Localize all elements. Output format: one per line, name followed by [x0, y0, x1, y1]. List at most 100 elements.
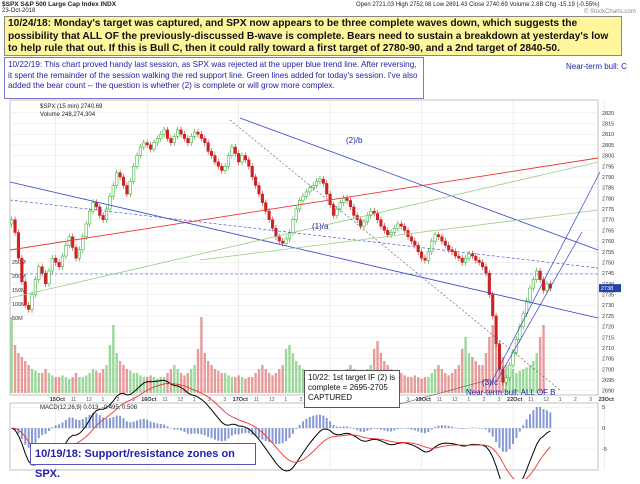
macd-histogram-bar: [369, 428, 372, 430]
candle-body: [474, 255, 478, 261]
candle-body: [335, 208, 339, 216]
main-annotation: 10/24/18: Monday's target was captured, …: [4, 16, 622, 56]
macd-histogram-bar: [71, 417, 74, 429]
volume-bar: [206, 361, 210, 393]
y-tick-label: 2750: [602, 260, 614, 266]
macd-histogram-bar: [298, 424, 301, 429]
candle-body: [399, 223, 403, 227]
macd-histogram-bar: [447, 426, 450, 429]
candle-body: [149, 144, 153, 150]
near-term-b-label: Near-term bull: ALL OF B: [466, 388, 556, 397]
macd-histogram-bar: [468, 427, 471, 429]
volume-bar: [437, 365, 440, 393]
volume-bar: [450, 373, 454, 393]
macd-histogram-bar: [129, 422, 132, 429]
date-label: 23Oct: [599, 397, 614, 403]
volume-bar: [403, 375, 406, 393]
macd-histogram-bar: [213, 428, 216, 440]
candle-body: [240, 155, 244, 163]
candle-body: [420, 251, 424, 259]
macd-histogram-bar: [342, 426, 345, 429]
candle-body: [98, 206, 102, 216]
macd-histogram-bar: [386, 428, 389, 432]
candle-body: [315, 180, 319, 186]
macd-histogram-bar: [186, 428, 189, 434]
y-tick-label: 2725: [602, 314, 614, 320]
macd-histogram-bar: [413, 428, 416, 431]
candle-body: [294, 208, 298, 220]
volume-bar: [511, 369, 515, 393]
macd-tick-label: 0: [602, 426, 605, 432]
macd-histogram-bar: [535, 407, 538, 429]
candle-body: [176, 129, 180, 137]
candle-body: [84, 223, 88, 238]
candle-body: [77, 249, 81, 259]
volume-bar: [142, 377, 146, 393]
macd-histogram-bar: [362, 428, 365, 432]
volume-bar: [162, 377, 166, 393]
candle-body: [264, 202, 268, 212]
volume-bar: [467, 353, 471, 393]
macd-histogram-bar: [51, 427, 54, 429]
volume-bar: [298, 365, 301, 393]
hour-label: 2: [208, 397, 211, 403]
volume-bar: [376, 341, 379, 393]
zones-annotation: 10/19/18: Support/resistance zones on SP…: [30, 443, 256, 480]
hour-label: 2: [300, 397, 303, 403]
candle-body: [135, 155, 139, 167]
candle-body: [91, 202, 95, 212]
volume-bar: [10, 317, 13, 393]
candle-body: [152, 142, 156, 150]
macd-histogram-bar: [291, 428, 294, 434]
volume-bar: [108, 345, 112, 393]
macd-histogram-bar: [332, 425, 335, 429]
candle-body: [121, 176, 126, 186]
candle-body: [216, 161, 220, 167]
macd-histogram-bar: [491, 428, 494, 437]
volume-bar: [410, 377, 413, 393]
candle-body: [254, 176, 258, 186]
candle-body: [389, 232, 393, 235]
macd-histogram-bar: [312, 415, 315, 429]
macd-histogram-bar: [190, 428, 193, 434]
candle-body: [125, 185, 129, 195]
volume-bar: [251, 377, 254, 393]
macd-histogram-bar: [237, 428, 240, 435]
macd-histogram-bar: [64, 419, 67, 429]
volume-bar: [227, 375, 230, 393]
volume-tick-label: 250M: [12, 260, 26, 266]
candle-body: [213, 155, 217, 163]
candle-body: [359, 219, 363, 227]
macd-histogram-bar: [247, 428, 250, 434]
candle-body: [115, 172, 119, 186]
candle-body: [535, 270, 539, 280]
date-label: 22Oct: [507, 397, 522, 403]
macd-histogram-bar: [203, 428, 206, 436]
y-tick-label: 2710: [602, 346, 614, 352]
volume-bar: [528, 365, 532, 393]
macd-histogram-bar: [166, 426, 169, 429]
candle-body: [182, 133, 187, 139]
macd-histogram-bar: [308, 416, 311, 429]
volume-bar: [295, 361, 298, 393]
macd-histogram-bar: [112, 417, 115, 429]
macd-histogram-bar: [488, 428, 491, 433]
volume-bar: [430, 373, 433, 393]
macd-histogram-bar: [261, 428, 264, 440]
candle-body: [267, 210, 271, 220]
candle-body: [396, 223, 400, 229]
volume-bar: [254, 373, 257, 393]
macd-histogram-bar: [451, 426, 454, 429]
volume-bar: [278, 369, 281, 393]
volume-bar: [274, 373, 278, 393]
macd-histogram-bar: [102, 417, 105, 429]
macd-histogram-bar: [427, 428, 430, 433]
volume-bar: [37, 373, 40, 393]
candle-body: [40, 266, 44, 274]
candle-body: [108, 195, 112, 210]
macd-histogram-bar: [481, 428, 484, 429]
macd-histogram-bar: [545, 410, 548, 429]
volume-bar: [440, 369, 444, 393]
volume-bar: [538, 337, 542, 393]
y-tick-label: 2780: [602, 196, 614, 202]
